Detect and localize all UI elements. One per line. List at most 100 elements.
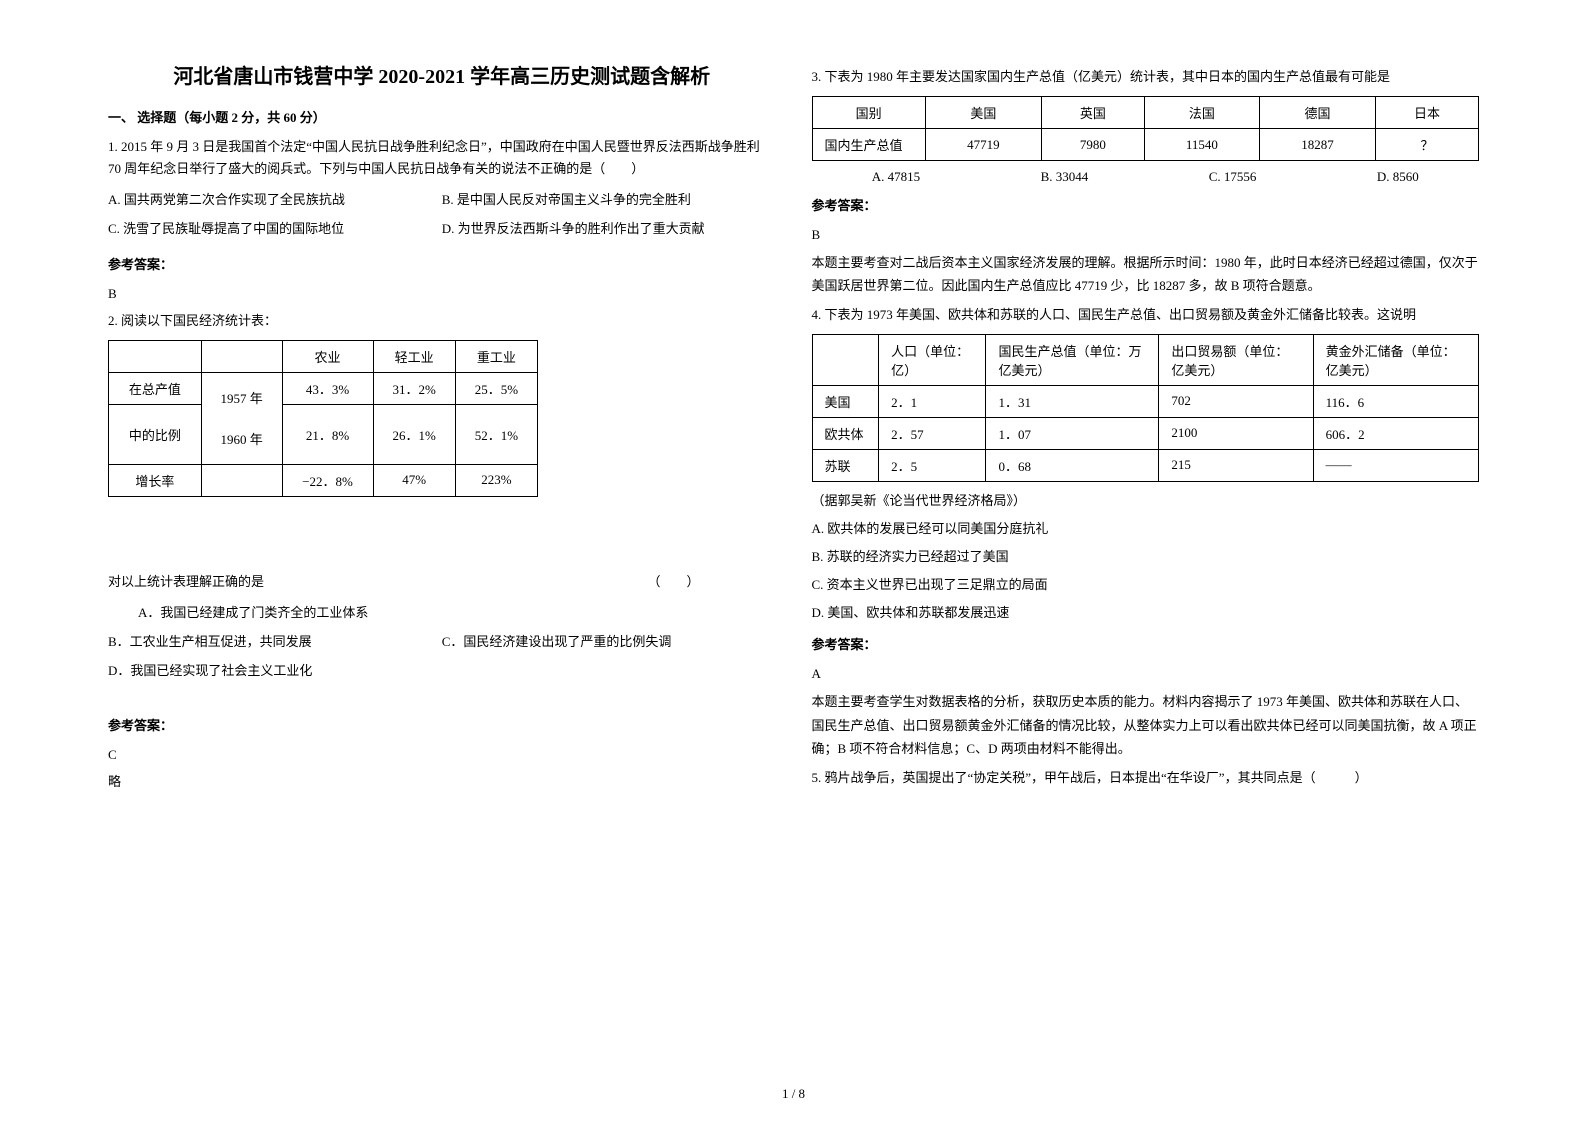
q3-options: A. 47815 B. 33044 C. 17556 D. 8560 [812, 169, 1480, 185]
q2-options: A．我国已经建成了门类齐全的工业体系 B．工农业生产相互促进，共同发展 C．国民… [108, 599, 776, 685]
q3-stem: 3. 下表为 1980 年主要发达国家国内生产总值（亿美元）统计表，其中日本的国… [812, 66, 1480, 88]
q2-answer-label: 参考答案： [108, 715, 776, 734]
q2-substem: 对以上统计表理解正确的是 （ ） [108, 571, 776, 593]
cell: 2100 [1159, 417, 1313, 449]
q3-opt-d: D. 8560 [1377, 169, 1419, 185]
q4-opt-c: C. 资本主义世界已出现了三足鼎立的局面 [812, 574, 1480, 596]
section-heading: 一、 选择题（每小题 2 分，共 60 分） [108, 107, 776, 126]
cell: 26．1% [373, 404, 455, 464]
cell: 人口（单位：亿） [879, 334, 986, 385]
cell: 2．1 [879, 385, 986, 417]
table-row: 苏联 2．5 0．68 215 —— [812, 449, 1479, 481]
cell: 1957 年1960 年 [201, 372, 282, 464]
cell: 欧共体 [812, 417, 879, 449]
cell [812, 334, 879, 385]
cell: 25．5% [455, 372, 537, 404]
q3-answer: B [812, 227, 1480, 243]
q1-answer: B [108, 286, 776, 302]
q3-table: 国别 美国 英国 法国 德国 日本 国内生产总值 47719 7980 1154… [812, 96, 1480, 161]
q4-opt-a: A. 欧共体的发展已经可以同美国分庭抗礼 [812, 518, 1480, 540]
q4-source: （据郭吴新《论当代世界经济格局》） [812, 490, 1480, 512]
q2-answer: C [108, 747, 776, 763]
table-row: 国别 美国 英国 法国 德国 日本 [812, 97, 1479, 129]
cell: 215 [1159, 449, 1313, 481]
cell: 21．8% [282, 404, 373, 464]
cell: ？ [1376, 129, 1479, 161]
cell: 国内生产总值 [812, 129, 925, 161]
q1-opt-b: B. 是中国人民反对帝国主义斗争的完全胜利 [442, 190, 776, 211]
cell [109, 340, 202, 372]
page-container: 河北省唐山市钱营中学 2020-2021 学年高三历史测试题含解析 一、 选择题… [0, 0, 1587, 818]
cell: 重工业 [455, 340, 537, 372]
cell: 德国 [1259, 97, 1375, 129]
q3-answer-label: 参考答案： [812, 195, 1480, 214]
table-row: 国内生产总值 47719 7980 11540 18287 ？ [812, 129, 1479, 161]
q1-opt-d: D. 为世界反法西斯斗争的胜利作出了重大贡献 [442, 219, 776, 240]
cell: 2．5 [879, 449, 986, 481]
q2-opt-a: A．我国已经建成了门类齐全的工业体系 [108, 603, 472, 624]
q4-opt-d: D. 美国、欧共体和苏联都发展迅速 [812, 602, 1480, 624]
table-row: 农业 轻工业 重工业 [109, 340, 538, 372]
q1-options: A. 国共两党第二次合作实现了全民族抗战 B. 是中国人民反对帝国主义斗争的完全… [108, 186, 776, 244]
table-row: 增长率 −22．8% 47% 223% [109, 464, 538, 496]
right-column: 3. 下表为 1980 年主要发达国家国内生产总值（亿美元）统计表，其中日本的国… [794, 60, 1498, 798]
cell: 增长率 [109, 464, 202, 496]
q1-stem: 1. 2015 年 9 月 3 日是我国首个法定“中国人民抗日战争胜利纪念日”，… [108, 136, 776, 180]
cell: 43．3% [282, 372, 373, 404]
cell: 116．6 [1313, 385, 1478, 417]
cell: 18287 [1259, 129, 1375, 161]
cell: 47% [373, 464, 455, 496]
cell: 1．31 [986, 385, 1159, 417]
cell: 0．68 [986, 449, 1159, 481]
spacer [108, 685, 776, 705]
q3-opt-a: A. 47815 [872, 169, 920, 185]
q2-opt-d: D．我国已经实现了社会主义工业化 [108, 661, 442, 682]
q4-table: 人口（单位：亿） 国民生产总值（单位：万亿美元） 出口贸易额（单位：亿美元） 黄… [812, 334, 1480, 482]
cell: 英国 [1041, 97, 1144, 129]
cell: 7980 [1041, 129, 1144, 161]
doc-title: 河北省唐山市钱营中学 2020-2021 学年高三历史测试题含解析 [108, 60, 776, 89]
q4-answer: A [812, 666, 1480, 682]
cell: 国别 [812, 97, 925, 129]
q2-table: 农业 轻工业 重工业 在总产值 1957 年1960 年 43．3% 31．2%… [108, 340, 538, 497]
table-row: 人口（单位：亿） 国民生产总值（单位：万亿美元） 出口贸易额（单位：亿美元） 黄… [812, 334, 1479, 385]
q4-opt-b: B. 苏联的经济实力已经超过了美国 [812, 546, 1480, 568]
cell: 11540 [1144, 129, 1259, 161]
table-row: 欧共体 2．57 1．07 2100 606．2 [812, 417, 1479, 449]
q4-stem: 4. 下表为 1973 年美国、欧共体和苏联的人口、国民生产总值、出口贸易额及黄… [812, 304, 1480, 326]
cell: 223% [455, 464, 537, 496]
cell: 47719 [925, 129, 1041, 161]
cell: −22．8% [282, 464, 373, 496]
cell: 美国 [812, 385, 879, 417]
cell: 606．2 [1313, 417, 1478, 449]
cell: 农业 [282, 340, 373, 372]
q4-explain: 本题主要考查学生对数据表格的分析，获取历史本质的能力。材料内容揭示了 1973 … [812, 690, 1480, 760]
q3-opt-b: B. 33044 [1041, 169, 1089, 185]
cell: 苏联 [812, 449, 879, 481]
table-row: 中的比例 21．8% 26．1% 52．1% [109, 404, 538, 464]
table-row: 在总产值 1957 年1960 年 43．3% 31．2% 25．5% [109, 372, 538, 404]
q2-stem: 2. 阅读以下国民经济统计表： [108, 310, 776, 332]
cell: 1．07 [986, 417, 1159, 449]
q2-note: 略 [108, 771, 776, 790]
cell: 中的比例 [109, 404, 202, 464]
q5-stem: 5. 鸦片战争后，英国提出了“协定关税”，甲午战后，日本提出“在华设厂”，其共同… [812, 767, 1480, 789]
cell: 美国 [925, 97, 1041, 129]
left-column: 河北省唐山市钱营中学 2020-2021 学年高三历史测试题含解析 一、 选择题… [90, 60, 794, 798]
cell: 法国 [1144, 97, 1259, 129]
cell: 702 [1159, 385, 1313, 417]
cell: 出口贸易额（单位：亿美元） [1159, 334, 1313, 385]
q1-answer-label: 参考答案： [108, 254, 776, 273]
q4-answer-label: 参考答案： [812, 634, 1480, 653]
cell: 52．1% [455, 404, 537, 464]
cell: 轻工业 [373, 340, 455, 372]
q3-opt-c: C. 17556 [1209, 169, 1257, 185]
cell: 在总产值 [109, 372, 202, 404]
cell: —— [1313, 449, 1478, 481]
cell: 31．2% [373, 372, 455, 404]
q2-opt-c: C．国民经济建设出现了严重的比例失调 [442, 632, 776, 653]
cell: 日本 [1376, 97, 1479, 129]
cell [201, 340, 282, 372]
cell [201, 464, 282, 496]
cell: 黄金外汇储备（单位：亿美元） [1313, 334, 1478, 385]
